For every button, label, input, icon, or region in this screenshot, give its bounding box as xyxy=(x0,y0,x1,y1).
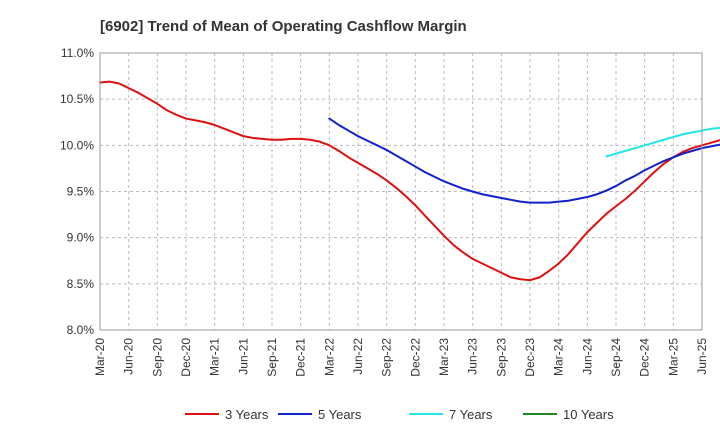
x-tick-label: Jun-25 xyxy=(695,338,709,375)
legend-item-5-years: 5 Years xyxy=(278,407,362,422)
x-tick-label: Sep-23 xyxy=(494,338,508,377)
legend-item-3-years: 3 Years xyxy=(185,407,269,422)
x-axis-ticks: Mar-20 Jun-20 Sep-20 Dec-20 Mar-21 Jun-21 Sep-… xyxy=(93,338,709,377)
x-tick-label: Mar-21 xyxy=(208,338,222,376)
x-tick-label: Sep-24 xyxy=(609,338,623,377)
x-tick-label: Jun-21 xyxy=(236,338,250,375)
x-tick-label: Mar-25 xyxy=(666,338,680,376)
legend-item-10-years: 10 Years xyxy=(523,407,614,422)
x-tick-label: Dec-20 xyxy=(179,338,193,377)
x-tick-label: Sep-20 xyxy=(150,338,164,377)
series-lines xyxy=(99,80,720,282)
y-tick-label: 11.0% xyxy=(61,46,94,60)
x-tick-label: Mar-23 xyxy=(437,338,451,376)
x-tick-label: Sep-21 xyxy=(265,338,279,377)
x-tick-label: Dec-21 xyxy=(294,338,308,377)
x-tick-label: Jun-23 xyxy=(466,338,480,375)
x-tick-label: Dec-23 xyxy=(523,338,537,377)
x-tick-label: Dec-22 xyxy=(408,338,422,377)
legend-label: 3 Years xyxy=(225,407,269,422)
x-tick-label: Jun-22 xyxy=(351,338,365,375)
x-tick-label: Jun-20 xyxy=(122,338,136,375)
y-tick-label: 8.5% xyxy=(67,277,95,291)
x-tick-label: Mar-20 xyxy=(93,338,107,376)
y-tick-label: 10.5% xyxy=(60,92,94,106)
y-tick-label: 8.0% xyxy=(67,323,95,337)
plot-frame xyxy=(99,52,703,331)
legend-label: 5 Years xyxy=(318,407,362,422)
series-line-5-years xyxy=(328,117,720,204)
x-tick-label: Dec-24 xyxy=(638,338,652,377)
x-tick-label: Mar-22 xyxy=(322,338,336,376)
x-tick-label: Mar-24 xyxy=(552,338,566,376)
x-tick-label: Jun-24 xyxy=(580,338,594,375)
y-tick-label: 9.0% xyxy=(67,231,95,245)
series-line-7-years xyxy=(605,126,720,158)
series-line-3-years xyxy=(99,80,720,282)
legend-item-7-years: 7 Years xyxy=(409,407,493,422)
y-tick-label: 9.5% xyxy=(67,185,95,199)
legend-label: 10 Years xyxy=(563,407,614,422)
x-tick-label: Sep-22 xyxy=(380,338,394,377)
y-tick-label: 10.0% xyxy=(60,138,94,152)
legend: 3 Years 5 Years 7 Years 10 Years xyxy=(185,407,614,422)
chart-title: [6902] Trend of Mean of Operating Cashfl… xyxy=(100,18,467,35)
legend-label: 7 Years xyxy=(449,407,493,422)
y-axis-ticks: 8.0% 8.5% 9.0% 9.5% 10.0% 10.5% 11.0% xyxy=(60,46,94,337)
